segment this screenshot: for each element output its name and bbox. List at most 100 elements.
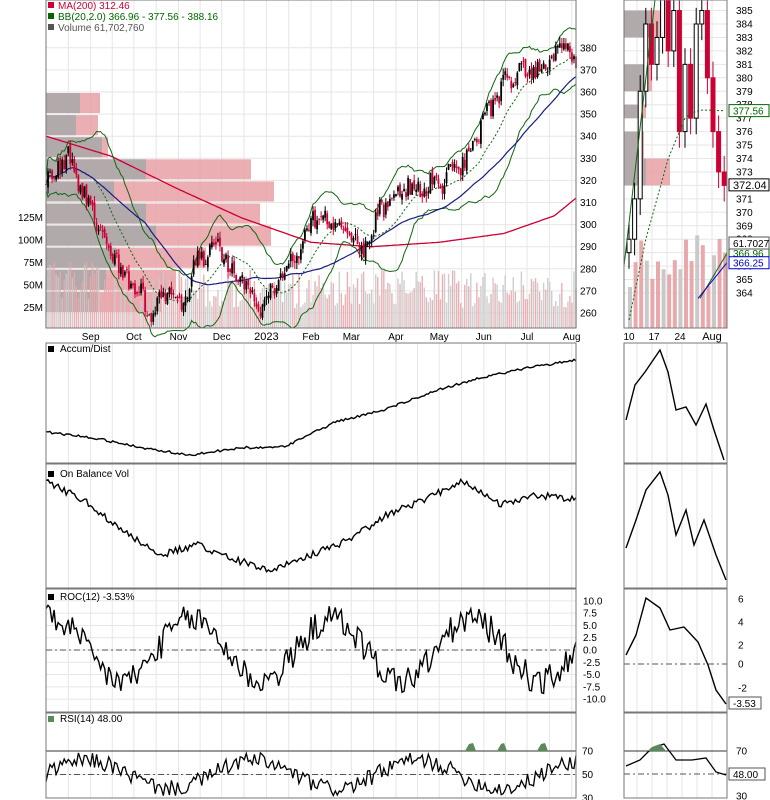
volume-bar-23 <box>91 262 94 328</box>
legend-label-2: Volume 61,702,760 <box>58 23 145 34</box>
volume-bar-224 <box>498 301 500 328</box>
zoom-volume-bar-5 <box>656 261 660 328</box>
zoom-volume-bar-2 <box>639 240 644 328</box>
candle-body-261 <box>573 56 575 60</box>
candle-body-69 <box>184 296 187 306</box>
candle-body-99 <box>245 281 248 290</box>
zoom-volume-bar-1 <box>633 262 638 328</box>
volume-bar-90 <box>227 278 229 328</box>
roc-tick-label-6: -5.0 <box>583 670 601 681</box>
candle-body-82 <box>210 242 213 248</box>
candle-body-45 <box>136 291 138 294</box>
candle-body-167 <box>382 204 385 218</box>
month-label-9: Jun <box>476 332 492 343</box>
candle-body-143 <box>334 222 337 229</box>
candle-body-103 <box>253 293 256 302</box>
candle-body-208 <box>465 149 468 171</box>
candle-body-44 <box>134 283 136 295</box>
candle-body-98 <box>243 277 246 290</box>
candle-body-187 <box>423 188 426 197</box>
roc-tick-label-2: 5.0 <box>583 621 597 632</box>
candle-body-153 <box>354 234 357 236</box>
zoom-volume-bar-8 <box>672 260 677 328</box>
candle-body-20 <box>85 184 88 204</box>
volume-bar-75 <box>197 298 199 328</box>
zoom-volume-bar-9 <box>678 269 683 328</box>
zoom-price-tick-label-10: 374 <box>736 154 753 165</box>
bb-upper-line <box>45 27 577 276</box>
volume-bar-8 <box>61 298 63 328</box>
volume-bar-196 <box>441 274 444 328</box>
candle-body-142 <box>332 222 335 229</box>
candle-body-252 <box>554 46 557 61</box>
candle-body-83 <box>213 242 215 245</box>
volume-bar-5 <box>55 274 57 328</box>
candle-body-123 <box>293 261 296 263</box>
candle-body-89 <box>225 254 227 259</box>
candle-body-202 <box>453 164 456 168</box>
volume-bar-123 <box>294 307 296 328</box>
volume-bar-70 <box>186 277 189 328</box>
legend-swatch-1 <box>48 13 54 19</box>
volume-bar-30 <box>105 273 108 328</box>
candle-body-253 <box>556 45 559 48</box>
zoom-candle-body-17 <box>721 171 727 186</box>
volume-bar-198 <box>445 302 448 328</box>
volume-bar-135 <box>318 275 320 328</box>
volume-bar-117 <box>281 302 284 328</box>
candle-body-165 <box>378 199 381 215</box>
panel-label-rsi: RSI(14) 48.00 <box>60 714 123 725</box>
candle-body-182 <box>413 180 416 190</box>
volume-bar-62 <box>170 277 173 328</box>
zoom-rsi-overbought-fill <box>648 744 666 751</box>
volume-bar-74 <box>194 291 197 328</box>
candle-body-185 <box>419 183 422 197</box>
candle-body-155 <box>358 244 361 252</box>
candle-body-245 <box>540 68 543 73</box>
bb-middle-line <box>45 56 577 304</box>
volume-bar-100 <box>247 281 249 328</box>
candle-body-177 <box>403 189 405 192</box>
volume-bar-18 <box>81 281 84 328</box>
candle-body-162 <box>372 234 375 236</box>
candle-body-66 <box>178 296 181 298</box>
volume-bar-58 <box>162 271 165 328</box>
candle-body-225 <box>500 81 503 102</box>
volume-tick-label-4: 125M <box>18 213 43 224</box>
candle-body-148 <box>344 227 347 231</box>
candle-body-23 <box>91 201 94 206</box>
volume-bar-85 <box>217 289 219 328</box>
accum-dist-line <box>45 358 577 457</box>
volume-bar-154 <box>356 278 359 328</box>
candle-body-190 <box>429 173 432 194</box>
volume-profile-down-1 <box>46 115 76 136</box>
candle-body-56 <box>158 292 161 298</box>
price-tick-label-4: 300 <box>580 220 597 231</box>
candle-body-158 <box>364 240 367 261</box>
candle-body-51 <box>148 314 151 316</box>
candle-body-192 <box>433 177 436 185</box>
volume-bar-4 <box>53 262 55 328</box>
candle-body-125 <box>297 256 300 259</box>
candle-body-236 <box>522 60 525 62</box>
volume-bar-112 <box>271 290 274 328</box>
value-tag-0: 377.56 <box>733 107 764 118</box>
zoom-candle-body-7 <box>665 0 671 52</box>
zoom-price-tick-label-18: 382 <box>736 46 753 57</box>
candle-body-107 <box>261 304 264 319</box>
candle-body-127 <box>302 241 304 249</box>
candle-body-40 <box>126 268 128 270</box>
volume-bar-193 <box>435 294 438 328</box>
candle-body-75 <box>196 251 199 266</box>
zoom-price-tick-label-15: 379 <box>736 87 753 98</box>
zoom-frame-obv <box>623 463 728 589</box>
volume-bar-136 <box>320 288 322 328</box>
rsi-line <box>45 751 577 798</box>
zoom-frame-main <box>623 0 728 329</box>
candle-body-251 <box>552 54 555 61</box>
volume-tick-label-2: 75M <box>24 258 43 269</box>
price-tick-label-5: 310 <box>580 198 597 209</box>
candle-body-108 <box>263 299 266 307</box>
volume-bar-31 <box>108 277 110 328</box>
volume-bar-120 <box>288 283 290 328</box>
